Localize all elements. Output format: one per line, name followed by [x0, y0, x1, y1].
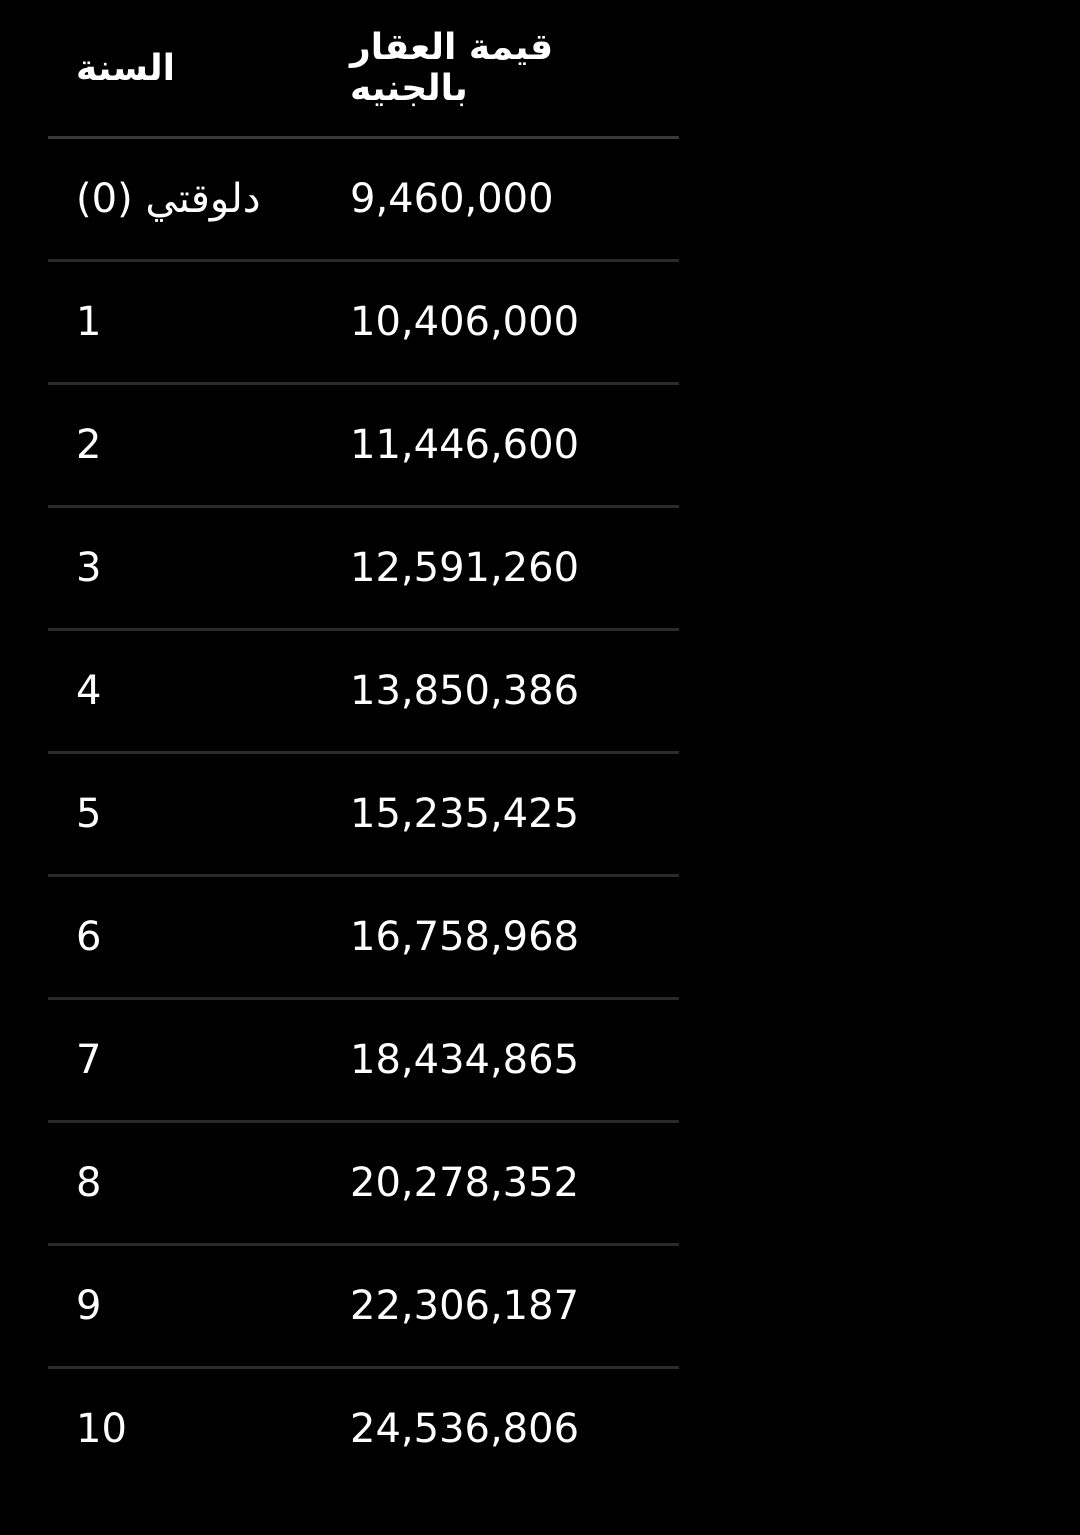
year-cell: 4 [48, 629, 322, 754]
table-row: 6 16,758,968 [48, 875, 679, 1000]
year-cell: 8 [48, 1121, 322, 1246]
value-cell: 16,758,968 [322, 875, 679, 1000]
value-cell: 9,460,000 [322, 137, 679, 262]
value-cell: 15,235,425 [322, 752, 679, 877]
table-row: 9 22,306,187 [48, 1244, 679, 1369]
year-cell: 9 [48, 1244, 322, 1369]
table-row: 5 15,235,425 [48, 752, 679, 877]
table-row: 1 10,406,000 [48, 260, 679, 385]
table-row: 8 20,278,352 [48, 1121, 679, 1246]
year-cell: دلوقتي (0) [48, 137, 322, 262]
property-value-table: السنة قيمة العقار بالجنيه دلوقتي (0) 9,46… [48, 0, 679, 1489]
year-cell: 5 [48, 752, 322, 877]
value-cell: 12,591,260 [322, 506, 679, 631]
table-row: 2 11,446,600 [48, 383, 679, 508]
year-cell: 3 [48, 506, 322, 631]
header-year: السنة [48, 0, 322, 139]
year-cell: 2 [48, 383, 322, 508]
table-row: 10 24,536,806 [48, 1368, 679, 1490]
value-cell: 11,446,600 [322, 383, 679, 508]
header-property-value: قيمة العقار بالجنيه [322, 0, 679, 139]
value-cell: 24,536,806 [350, 1406, 580, 1452]
table-row: 4 13,850,386 [48, 629, 679, 754]
year-cell: 10 [76, 1406, 127, 1452]
value-cell: 20,278,352 [322, 1121, 679, 1246]
table-row: دلوقتي (0) 9,460,000 [48, 137, 679, 262]
table-row: 7 18,434,865 [48, 998, 679, 1123]
value-cell: 18,434,865 [322, 998, 679, 1123]
year-cell: 6 [48, 875, 322, 1000]
table-header-row: السنة قيمة العقار بالجنيه [48, 0, 679, 139]
year-cell: 1 [48, 260, 322, 385]
value-cell: 10,406,000 [322, 260, 679, 385]
year-cell: 7 [48, 998, 322, 1123]
value-cell: 22,306,187 [322, 1244, 679, 1369]
value-cell: 13,850,386 [322, 629, 679, 754]
table-row: 3 12,591,260 [48, 506, 679, 631]
